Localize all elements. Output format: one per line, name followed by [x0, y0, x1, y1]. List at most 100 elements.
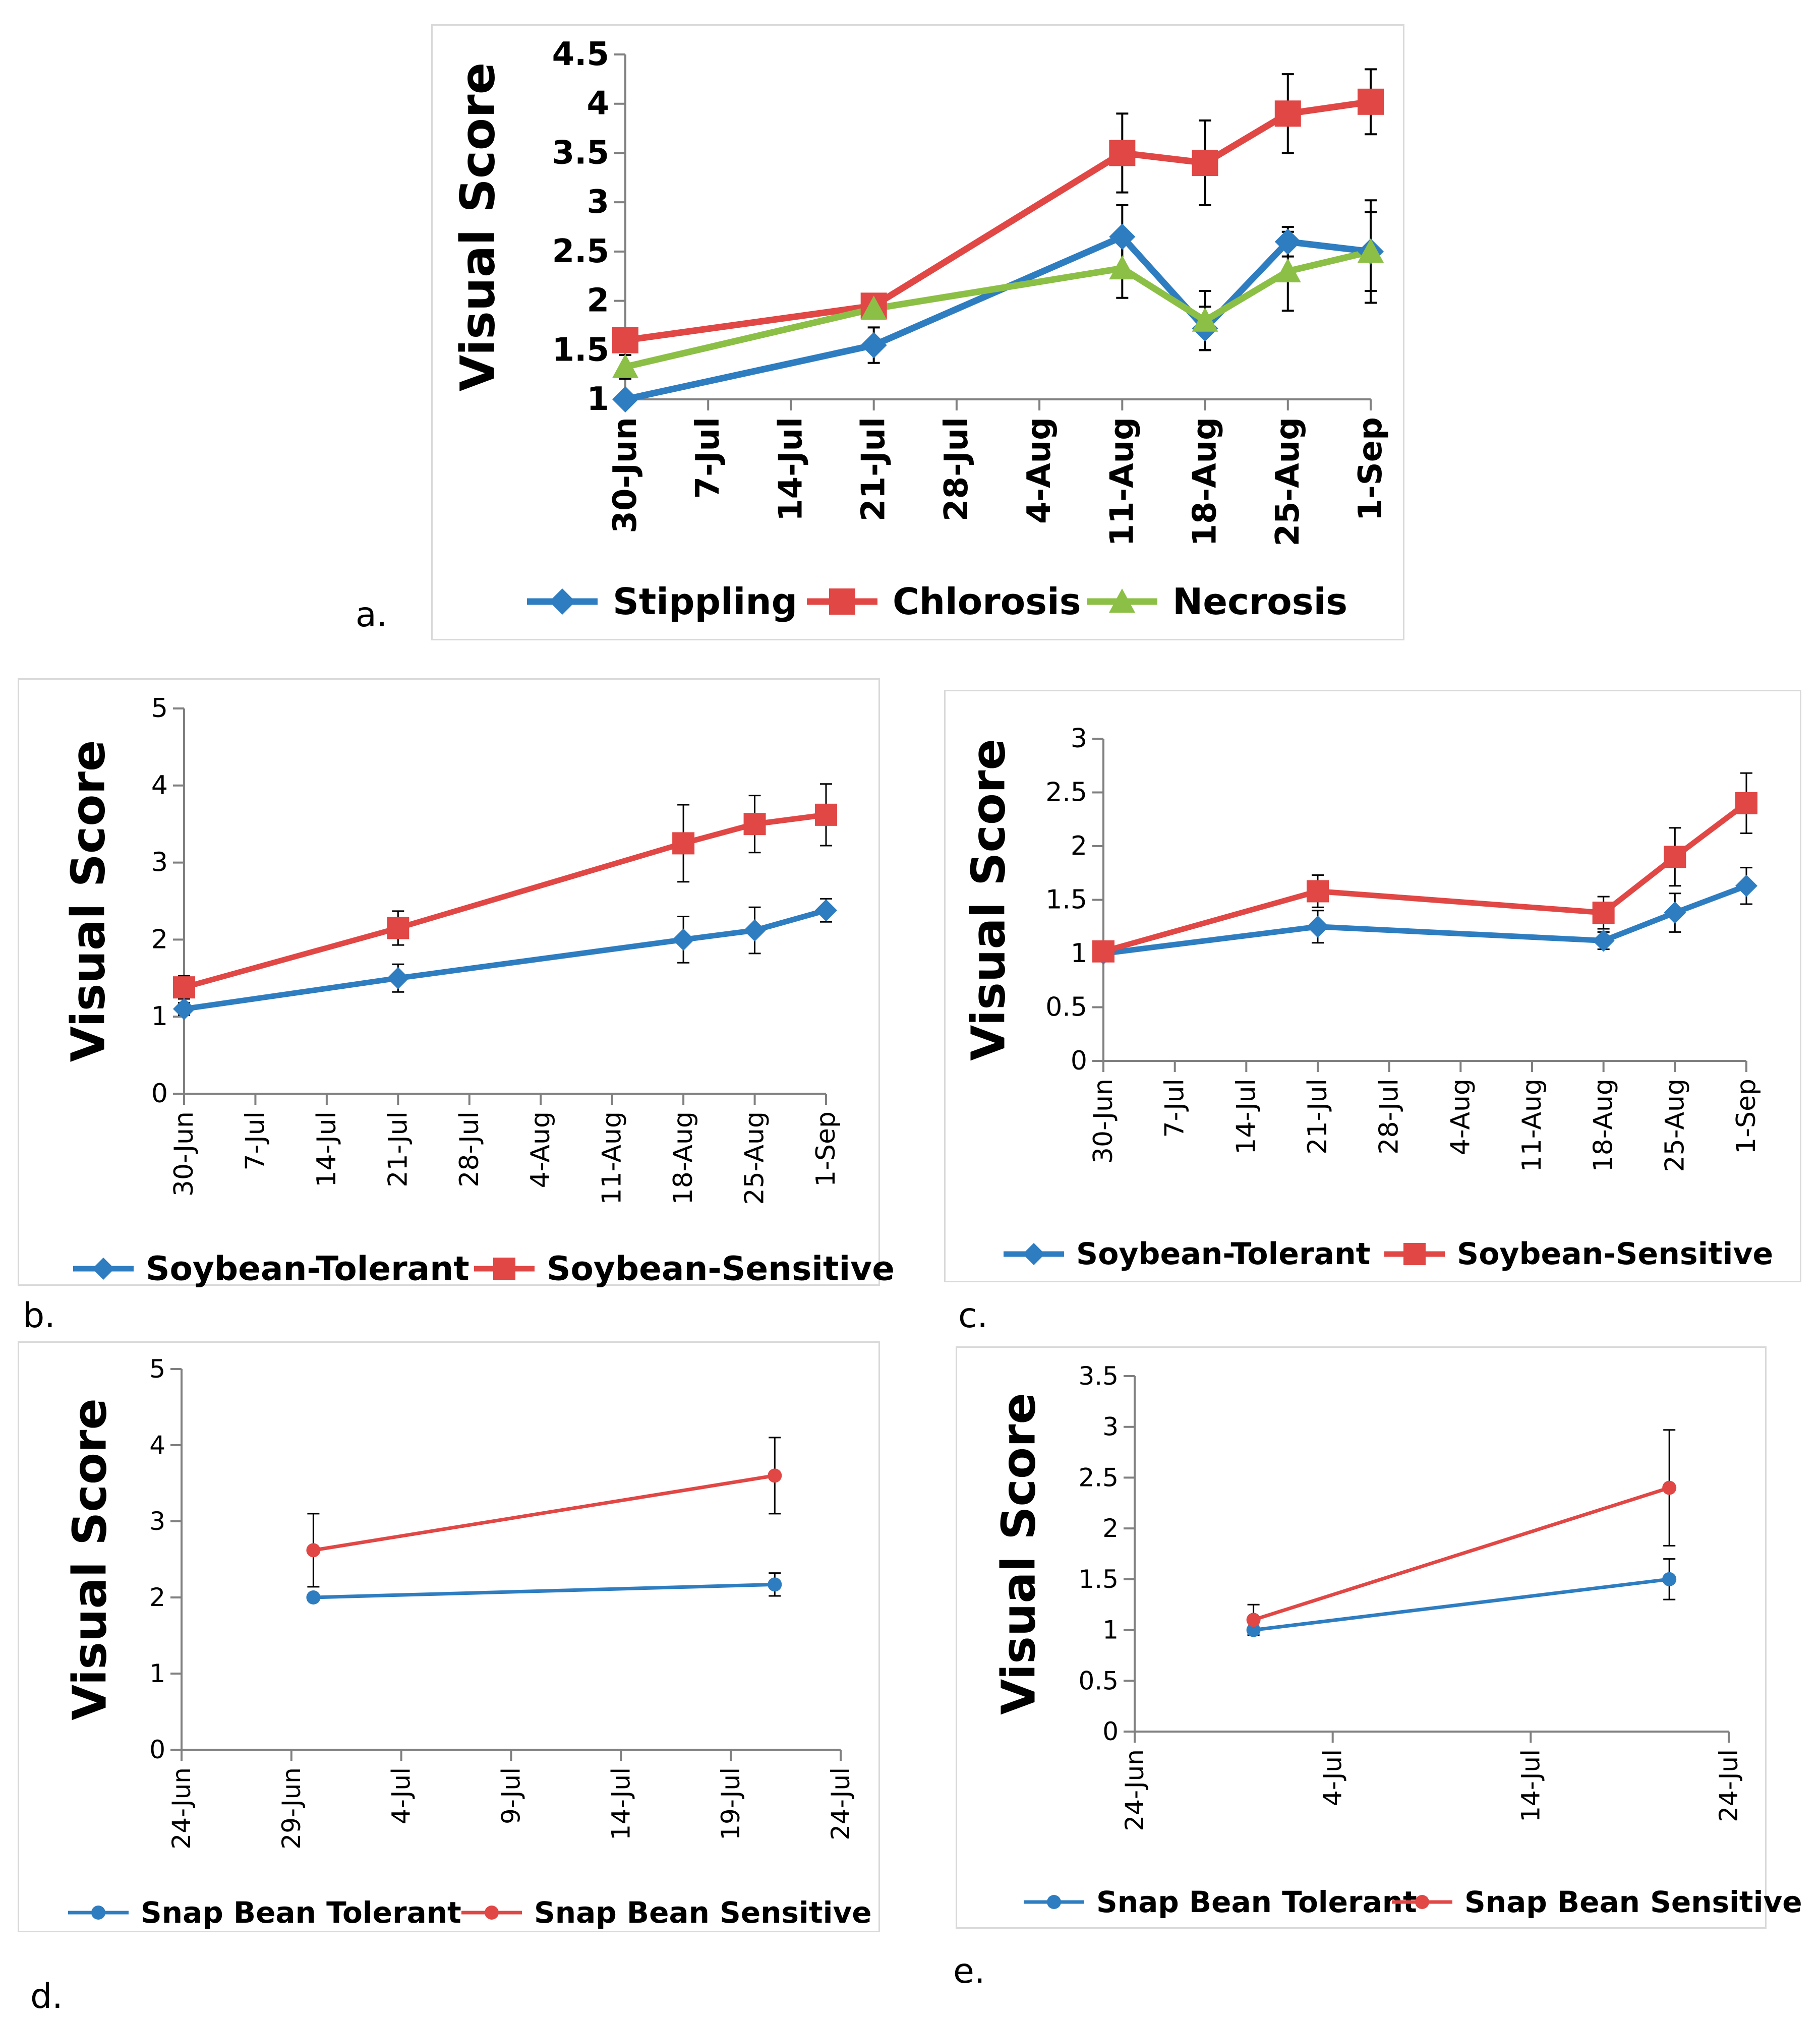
- legend-swatch-marker: [485, 1906, 499, 1920]
- data-point-marker: [306, 1543, 321, 1558]
- x-tick-label: 30-Jun: [607, 417, 644, 533]
- x-tick-label: 18-Aug: [668, 1111, 698, 1205]
- legend-entry: Soybean-Sensitive: [474, 1250, 895, 1288]
- data-point-marker: [1274, 228, 1301, 255]
- data-point-marker: [612, 386, 638, 412]
- series-line: [624, 233, 1371, 403]
- x-tick-label: 14-Jul: [1516, 1749, 1545, 1822]
- chart-panel-e: [956, 1346, 1767, 1929]
- data-point-marker: [860, 332, 887, 359]
- x-tick-label: 14-Jul: [606, 1767, 635, 1840]
- x-tick-label: 1-Sep: [811, 1111, 841, 1187]
- data-point-marker: [743, 919, 766, 942]
- legend-entry: Snap Bean Sensitive: [1392, 1885, 1802, 1919]
- data-point-marker: [672, 832, 695, 855]
- legend-label: Soybean-Sensitive: [1457, 1236, 1773, 1272]
- chart-a: 1 1.5 2 2.5 3 3.5 4 4.5 30-Jun 7-Jul 14-Jul 21-Jul 2…: [451, 36, 1390, 623]
- y-tick-label: 2: [586, 282, 609, 320]
- legend-swatch-marker: [829, 588, 855, 615]
- legend-swatch-marker: [1023, 1243, 1045, 1265]
- legend-swatch-marker: [1109, 588, 1135, 613]
- legend-entry: Chlorosis: [807, 580, 1081, 623]
- y-tick-label: 1: [1071, 938, 1087, 969]
- data-point-marker: [1664, 902, 1686, 924]
- legend-swatch-marker: [1403, 1243, 1426, 1265]
- x-tick-label: 14-Jul: [312, 1111, 342, 1187]
- x-tick-label: 24-Jul: [1714, 1749, 1743, 1822]
- y-tick-label: 2: [149, 1583, 165, 1612]
- legend-entry: Snap Bean Tolerant: [1024, 1885, 1417, 1919]
- data-point-marker: [1246, 1623, 1261, 1637]
- y-tick-label: 2.5: [552, 233, 609, 270]
- y-tick-label: 3: [1071, 724, 1087, 754]
- y-tick-label: 2: [151, 924, 168, 955]
- data-point-marker: [815, 899, 837, 922]
- data-point-marker: [1307, 915, 1329, 938]
- x-tick-label: 14-Jul: [772, 417, 809, 521]
- data-point-marker: [1358, 238, 1384, 263]
- y-tick-label: 1.5: [552, 331, 609, 369]
- y-tick-label: 0.5: [1078, 1666, 1119, 1695]
- y-tick-label: 0: [1071, 1046, 1087, 1076]
- chart-panel-c: [944, 690, 1801, 1282]
- data-point-marker: [387, 967, 409, 989]
- legend-label: Soybean-Sensitive: [547, 1250, 895, 1288]
- series-line: [1253, 1486, 1670, 1622]
- x-tick-label: 18-Aug: [1589, 1079, 1619, 1172]
- data-point-marker: [1662, 1572, 1677, 1586]
- data-point-marker: [768, 1577, 782, 1592]
- series-line: [313, 1582, 775, 1599]
- series-line: [1253, 1577, 1670, 1632]
- data-point-marker: [1274, 258, 1301, 283]
- y-tick-label: 1.5: [1045, 885, 1087, 915]
- data-point-marker: [1662, 1480, 1677, 1495]
- legend-swatch-marker: [1415, 1895, 1429, 1909]
- data-point-marker: [1358, 88, 1384, 115]
- y-axis-title: Visual Score: [62, 740, 115, 1062]
- y-tick-label: 5: [149, 1354, 165, 1384]
- x-tick-label: 11-Aug: [1517, 1079, 1547, 1172]
- y-tick-label: 1: [586, 381, 609, 418]
- y-tick-label: 4: [586, 85, 609, 123]
- data-point-marker: [1664, 846, 1686, 868]
- data-point-marker: [306, 1590, 321, 1605]
- panel-label-c: c.: [958, 1296, 988, 1336]
- legend-swatch-marker: [92, 1258, 114, 1280]
- data-point-marker: [1109, 223, 1136, 250]
- x-tick-label: 28-Jul: [938, 417, 975, 521]
- series-line: [1103, 883, 1747, 957]
- y-tick-label: 3: [149, 1507, 165, 1536]
- y-tick-label: 5: [151, 693, 168, 724]
- data-point-marker: [1274, 100, 1301, 127]
- legend-label: Soybean-Tolerant: [1076, 1236, 1370, 1272]
- x-tick-label: 24-Jun: [1120, 1749, 1149, 1831]
- x-tick-label: 11-Aug: [597, 1111, 627, 1205]
- data-point-marker: [815, 803, 837, 826]
- y-axis-title: Visual Score: [63, 1398, 117, 1720]
- data-point-marker: [612, 327, 638, 353]
- y-tick-label: 0.5: [1045, 992, 1087, 1023]
- data-point-marker: [1735, 792, 1757, 814]
- y-tick-label: 2.5: [1078, 1463, 1119, 1492]
- series-line: [624, 248, 1372, 370]
- y-tick-label: 1: [1102, 1616, 1119, 1645]
- data-point-marker: [173, 997, 195, 1020]
- data-point-marker: [1192, 149, 1218, 176]
- series-line: [625, 98, 1371, 344]
- data-point-marker: [1092, 940, 1114, 963]
- x-tick-label: 4-Jul: [387, 1767, 416, 1824]
- x-tick-label: 25-Aug: [1660, 1079, 1690, 1172]
- x-tick-label: 9-Jul: [497, 1767, 526, 1824]
- legend-label: Soybean-Tolerant: [146, 1250, 469, 1288]
- panel-label-b: b.: [23, 1296, 55, 1336]
- data-point-marker: [672, 928, 695, 951]
- y-tick-label: 0: [151, 1079, 168, 1109]
- legend-swatch-marker: [493, 1258, 515, 1280]
- y-tick-label: 4: [149, 1431, 165, 1460]
- data-point-marker: [743, 813, 766, 836]
- y-tick-label: 3: [151, 848, 168, 878]
- x-tick-label: 28-Jul: [454, 1111, 485, 1187]
- x-tick-label: 4-Jul: [1318, 1749, 1347, 1806]
- x-tick-label: 30-Jun: [169, 1111, 199, 1197]
